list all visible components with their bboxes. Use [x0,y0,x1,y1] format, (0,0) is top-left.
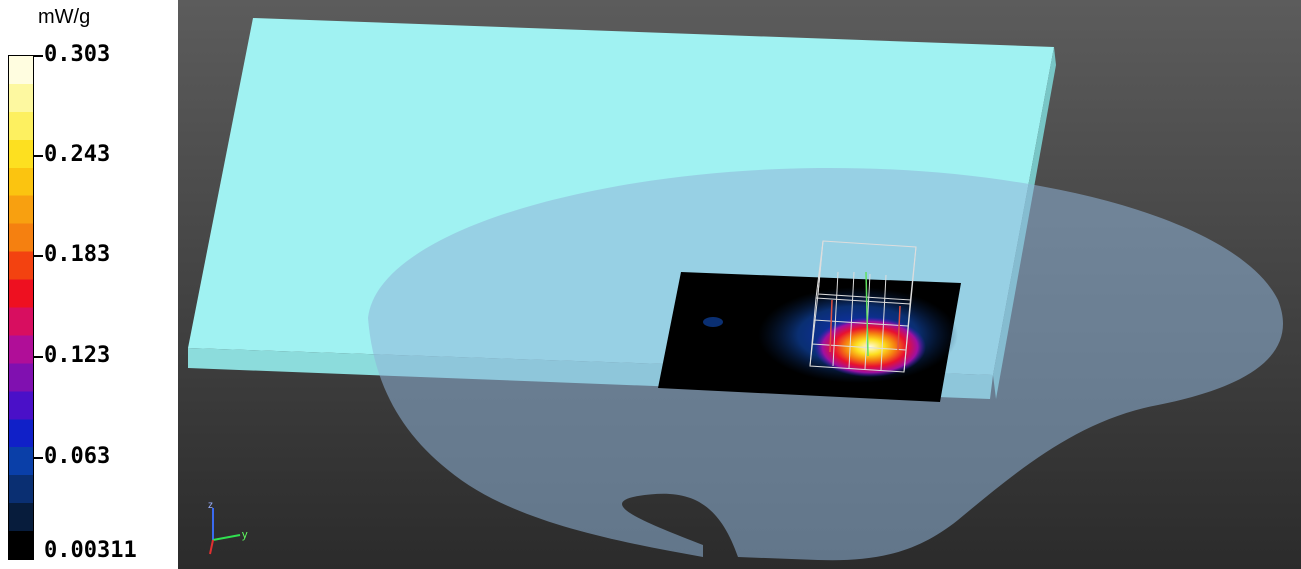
legend-tick [34,55,43,57]
axis-label-z: z [208,500,213,511]
probe-axis-red-2 [897,305,901,351]
legend-tick [34,155,43,157]
color-bar [8,55,34,560]
legend-label-2: 0.243 [44,142,111,167]
sar-hotspot [814,317,926,377]
legend-label-max: 0.303 [44,42,111,67]
zoom-scan-cube [809,240,917,373]
scene-canvas[interactable]: z y [178,0,1301,569]
legend-label-4: 0.123 [44,343,111,368]
3d-viewport[interactable]: z y [178,0,1301,569]
sar-low-region [703,317,723,327]
color-legend: mW/g 0.303 0.243 0.183 0.123 0.063 0.003… [0,0,178,569]
axis-label-y: y [242,529,248,541]
legend-label-5: 0.063 [44,444,111,469]
legend-unit: mW/g [38,6,91,28]
legend-label-3: 0.183 [44,242,111,267]
probe-axis-red [829,299,833,353]
legend-label-min: 0.00311 [44,538,137,563]
probe-axis-green [865,271,869,357]
legend-tick [34,255,43,257]
axes-indicator: z y [208,500,248,555]
legend-tick [34,356,43,358]
legend-tick [34,457,43,459]
